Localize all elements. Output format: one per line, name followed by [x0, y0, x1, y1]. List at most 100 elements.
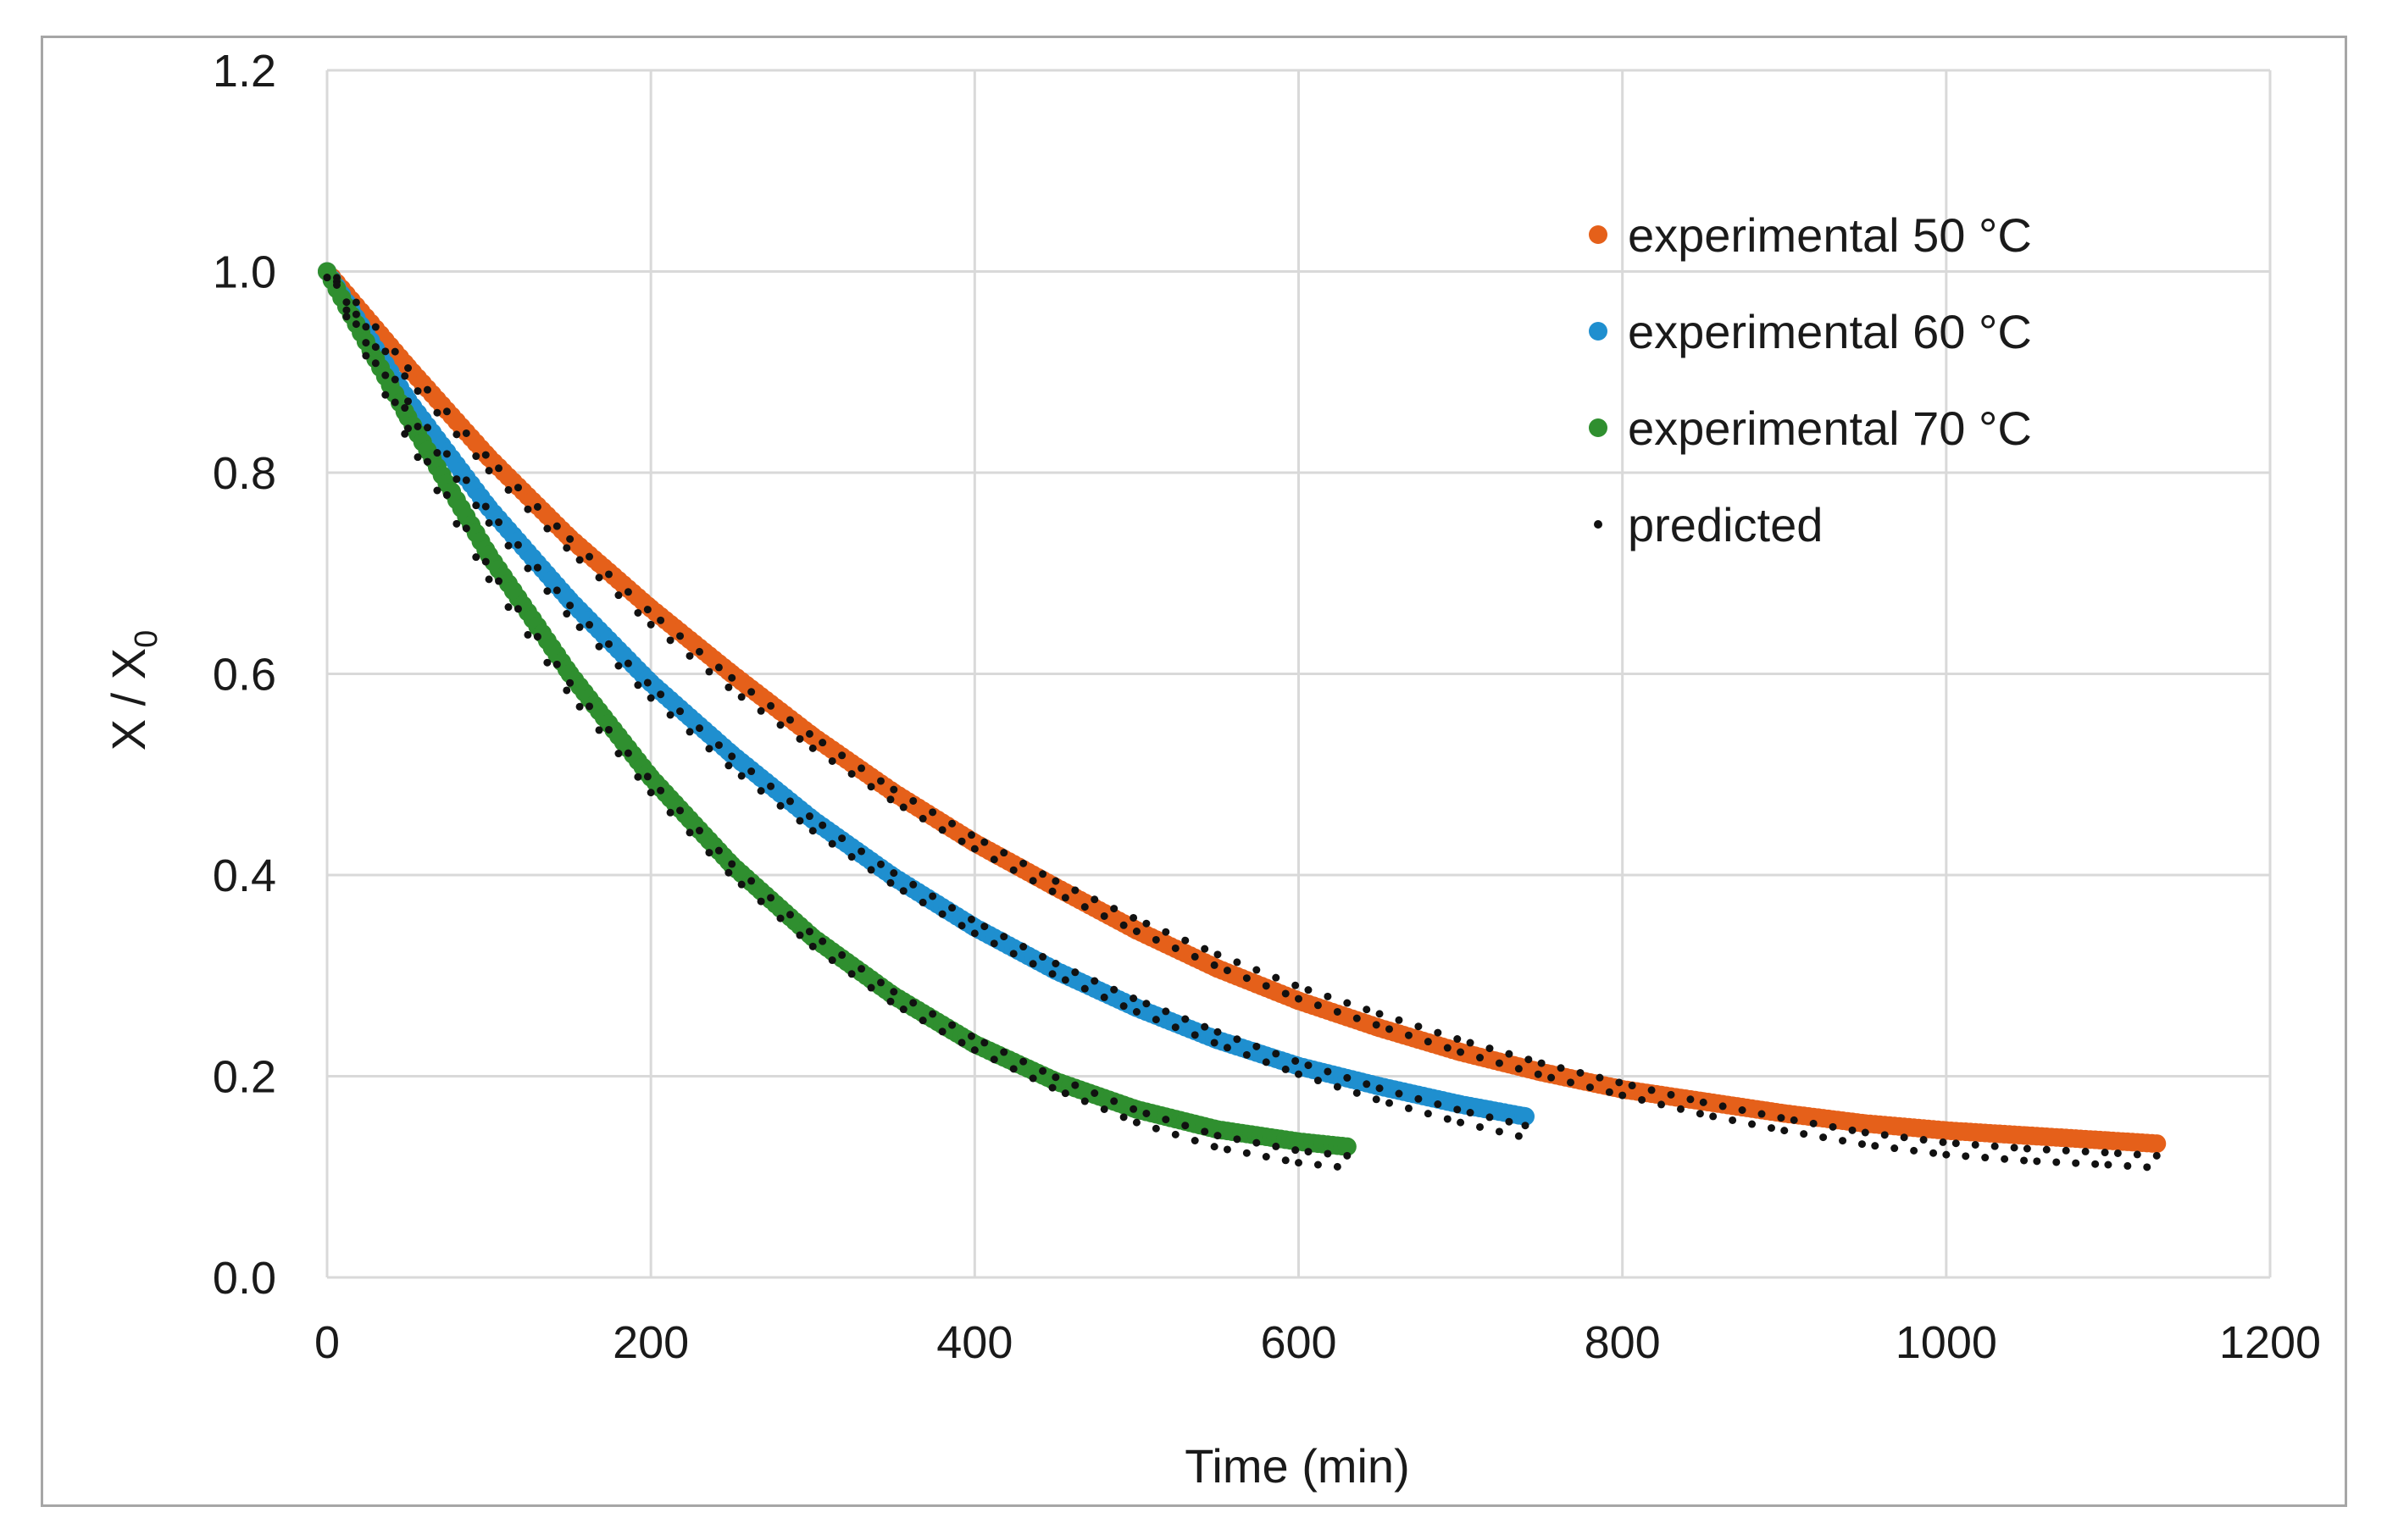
predicted-point [1191, 1137, 1199, 1144]
predicted-point [342, 306, 351, 314]
predicted-point [485, 467, 493, 475]
legend-label: experimental 50 °C [1628, 208, 2032, 262]
predicted-point [1191, 952, 1199, 961]
predicted-point [442, 490, 451, 499]
predicted-point [1363, 1005, 1371, 1014]
predicted-point [890, 869, 898, 878]
predicted-point [1142, 919, 1151, 928]
predicted-point [1272, 1050, 1280, 1058]
data-point [1516, 1107, 1535, 1126]
predicted-point [2123, 1161, 2132, 1170]
predicted-point [1628, 1082, 1636, 1090]
x-axis-title: Time (min) [1185, 1439, 1409, 1493]
predicted-point [1080, 984, 1089, 993]
predicted-point [595, 726, 603, 734]
predicted-point [2023, 1144, 2031, 1153]
predicted-point [737, 772, 746, 780]
predicted-point [1110, 905, 1119, 913]
predicted-point [381, 371, 390, 379]
predicted-point [657, 786, 665, 795]
predicted-point [472, 501, 480, 510]
legend-marker [1594, 520, 1602, 529]
predicted-point [1091, 895, 1099, 904]
predicted-point [401, 429, 409, 438]
predicted-point [1029, 877, 1037, 885]
predicted-point [462, 429, 470, 437]
predicted-point [595, 642, 603, 651]
predicted-point [1210, 1039, 1218, 1047]
predicted-point [929, 1010, 937, 1018]
predicted-point [1132, 928, 1141, 935]
predicted-point [643, 679, 652, 687]
predicted-point [990, 856, 998, 864]
predicted-point [1424, 1038, 1432, 1046]
predicted-point [958, 837, 966, 845]
predicted-point [728, 752, 736, 761]
predicted-point [886, 997, 895, 1005]
predicted-point [1019, 943, 1028, 951]
predicted-point [1962, 1152, 1970, 1161]
predicted-point [1971, 1140, 1979, 1149]
predicted-point [1304, 1061, 1313, 1070]
predicted-point [705, 668, 713, 676]
predicted-point [819, 821, 827, 829]
predicted-point [2072, 1159, 2080, 1167]
predicted-point [970, 929, 979, 938]
predicted-point [1638, 1095, 1646, 1104]
predicted-point [1048, 1083, 1057, 1092]
predicted-point [1453, 1035, 1462, 1044]
predicted-point [371, 343, 380, 352]
predicted-point [838, 950, 847, 959]
predicted-point [968, 915, 976, 923]
predicted-point [1313, 1077, 1322, 1085]
legend-item: experimental 50 °C [1589, 208, 2032, 262]
predicted-point [1333, 1162, 1341, 1171]
predicted-point [1019, 859, 1028, 867]
predicted-point [566, 535, 575, 543]
predicted-point [1152, 1124, 1160, 1133]
predicted-point [1780, 1127, 1789, 1135]
predicted-point [938, 910, 946, 918]
predicted-point [2101, 1149, 2109, 1157]
predicted-point [1809, 1119, 1818, 1127]
predicted-point [805, 928, 813, 936]
predicted-point [1505, 1050, 1513, 1058]
predicted-point [728, 860, 736, 868]
predicted-point [1039, 953, 1047, 961]
predicted-point [929, 808, 937, 817]
predicted-point [1000, 1048, 1008, 1056]
predicted-point [513, 484, 522, 492]
x-tick-label: 0 [314, 1317, 340, 1368]
predicted-point [1890, 1144, 1899, 1153]
predicted-point [1110, 1097, 1119, 1105]
predicted-point [391, 347, 399, 356]
predicted-point [909, 796, 918, 805]
predicted-point [948, 904, 957, 912]
predicted-point [414, 422, 422, 430]
predicted-point [1951, 1139, 1960, 1148]
predicted-point [968, 1032, 976, 1040]
predicted-point [634, 608, 642, 617]
predicted-point [1000, 849, 1008, 857]
predicted-point [442, 407, 451, 416]
x-tick-label: 400 [936, 1317, 1013, 1368]
predicted-point [1839, 1137, 1847, 1145]
predicted-point [1748, 1120, 1757, 1128]
y-tick-label: 0.0 [213, 1253, 276, 1304]
predicted-point [958, 1039, 966, 1047]
predicted-point [533, 502, 541, 511]
predicted-curve [323, 274, 1352, 1171]
predicted-point [543, 524, 552, 533]
predicted-point [1071, 886, 1080, 895]
predicted-point [757, 897, 765, 906]
predicted-point [1201, 1022, 1209, 1031]
predicted-point [808, 827, 817, 835]
predicted-point [614, 662, 623, 670]
predicted-point [828, 756, 836, 765]
legend-label: experimental 70 °C [1628, 402, 2032, 455]
predicted-point [1414, 1022, 1423, 1031]
predicted-point [433, 449, 441, 457]
predicted-point [666, 808, 674, 817]
series-experimental-70-c [318, 262, 1357, 1156]
predicted-point [1181, 936, 1190, 944]
